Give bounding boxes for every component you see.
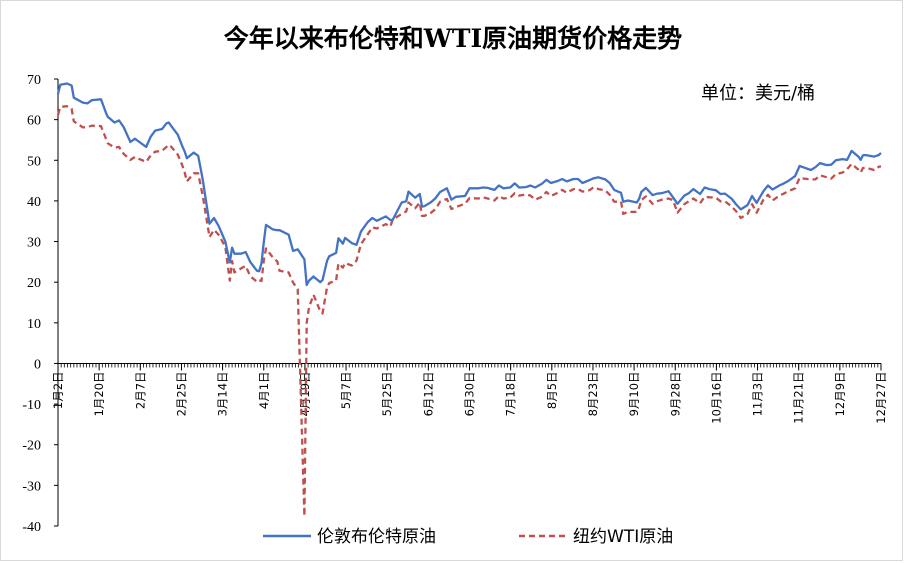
x-tick-label: 1月2日 <box>51 371 65 409</box>
legend-label-brent: 伦敦布伦特原油 <box>317 527 436 547</box>
y-tick-label: 30 <box>27 236 41 251</box>
x-tick-label: 12月27日 <box>874 371 888 423</box>
y-tick-label: -20 <box>22 439 41 454</box>
x-tick-label: 7月18日 <box>504 371 518 416</box>
series-line-brent <box>56 82 882 287</box>
x-tick-label: 3月14日 <box>216 371 230 416</box>
x-tick-label: 6月12日 <box>421 371 435 416</box>
x-tick-label: 8月5日 <box>545 371 559 409</box>
series-line-wti <box>56 105 882 518</box>
x-tick-label: 5月7日 <box>339 371 353 409</box>
y-tick-label: -10 <box>22 398 41 413</box>
x-tick-label: 8月23日 <box>586 371 600 416</box>
x-tick-label: 11月3日 <box>751 371 765 416</box>
x-tick-label: 9月10日 <box>627 371 641 416</box>
y-axis: 70 60 50 40 30 20 10 0 -10 -20 -30 -40 <box>22 73 59 535</box>
x-tick-label: 4月1日 <box>257 371 271 409</box>
chart-title: 今年以来布伦特和WTI原油期货价格走势 <box>224 24 682 53</box>
x-axis: 1月2日 1月20日 2月7日 2月25日 3月14日 4月1日 4月19日 5月7日 5月25… <box>51 362 888 424</box>
legend-label-wti: 纽约WTI原油 <box>573 527 673 547</box>
x-tick-label: 10月16日 <box>709 371 723 423</box>
y-tick-label: 0 <box>34 357 41 372</box>
x-tick-label: 5月25日 <box>380 371 394 416</box>
x-tick-label: 12月9日 <box>833 371 847 416</box>
y-tick-label: 70 <box>27 73 41 88</box>
legend: 伦敦布伦特原油 纽约WTI原油 <box>263 527 673 547</box>
x-tick-label: 9月28日 <box>668 371 682 416</box>
y-tick-label: -30 <box>22 479 41 494</box>
y-tick-label: 40 <box>27 195 41 210</box>
x-tick-label: 6月30日 <box>463 371 477 416</box>
y-tick-label: 10 <box>27 317 41 332</box>
y-tick-label: -40 <box>22 520 41 535</box>
x-tick-label: 1月20日 <box>92 371 106 416</box>
y-tick-label: 50 <box>27 154 41 169</box>
x-tick-label: 2月7日 <box>133 371 147 409</box>
y-tick-label: 60 <box>27 114 41 129</box>
y-tick-label: 20 <box>27 276 41 291</box>
unit-label: 单位：美元/桶 <box>701 83 815 104</box>
x-tick-label: 2月25日 <box>174 371 188 416</box>
x-tick-label: 11月21日 <box>792 371 806 423</box>
plot-area <box>56 82 882 518</box>
